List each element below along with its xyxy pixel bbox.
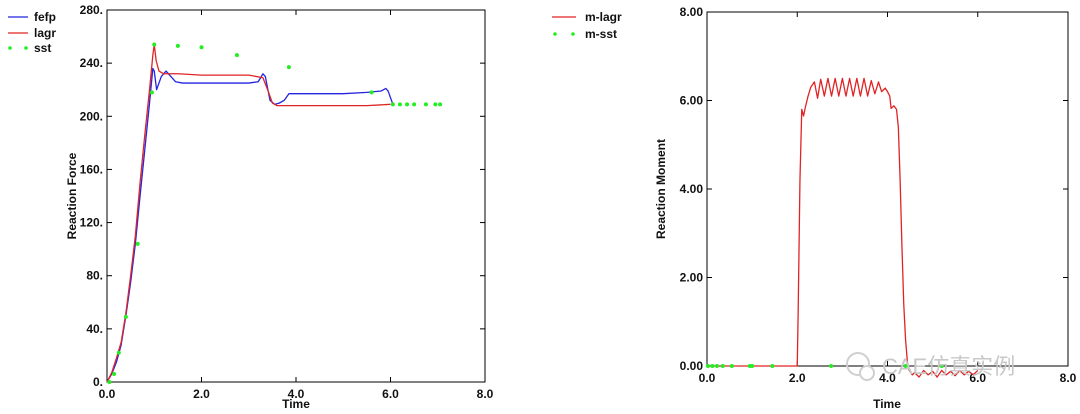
moment-x-tick-label: 4.0 [879,371,896,385]
series-point-sst [107,380,112,384]
chat-bubble-icon [846,352,875,381]
watermark: CAE仿真实例 [846,352,1015,381]
moment-series [705,77,979,378]
legend-label-fefp: fefp [34,10,56,24]
force-legend: fefp lagr sst [8,10,56,55]
moment-x-axis-label: Time [873,397,901,411]
force-x-axis-label: Time [282,397,310,411]
force-x-tick-label: 6.0 [382,387,399,401]
series-point-m-sst [750,364,755,368]
series-point-m-sst [903,364,908,368]
legend-label-sst: sst [34,41,51,55]
series-point-sst [412,102,417,107]
force-y-tick-label: 280. [80,3,103,17]
force-ticks: 0.0 2.0 4.0 6.0 8.0 0. 40. 80. 120. 160. 200. 240. 2… [80,3,494,401]
series-point-sst [433,102,438,107]
force-y-tick-label: 120. [80,216,103,230]
force-x-tick-label: 2.0 [193,387,210,401]
series-point-sst [286,65,291,70]
series-point-m-sst [829,364,834,368]
moment-x-tick-label: 0.0 [699,371,716,385]
moment-y-tick-label: 6.00 [680,94,704,108]
series-point-sst [369,90,374,95]
force-y-axis-label: Reaction Force [65,152,79,239]
series-point-m-sst [710,364,715,368]
moment-ticks: 0.0 2.0 4.0 6.0 8.00.002.004.006.008.00 [680,5,1077,385]
series-point-sst [405,102,410,107]
legend-swatch-sst-dot-2 [24,46,28,50]
series-point-sst [199,45,204,50]
series-point-sst [116,350,121,355]
series-point-sst [135,241,140,246]
series-point-m-sst [705,364,710,368]
moment-y-tick-label: 8.00 [680,5,704,19]
force-x-tick-label: 4.0 [288,387,305,401]
series-point-m-sst [720,364,725,368]
moment-y-tick-label: 4.00 [680,182,704,196]
legend-swatch-m-sst-dot-2 [571,32,575,36]
series-line-fefp [106,67,394,383]
series-point-sst [175,43,180,48]
watermark-text: CAE仿真实例 [882,354,1015,379]
series-point-sst [234,53,239,58]
force-plot-frame [106,9,486,383]
moment-y-tick-label: 2.00 [680,271,704,285]
moment-plot-frame [706,11,1069,367]
force-chart: 0.0 2.0 4.0 6.0 8.0 0. 40. 80. 120. 160. 200. 240. 2… [8,3,494,411]
moment-chart: 0.0 2.0 4.0 6.0 8.00.002.004.006.008.00 Time… [552,5,1077,411]
series-point-sst [123,314,128,319]
series-point-m-sst [714,364,719,368]
series-point-sst [390,102,395,107]
series-point-sst [423,102,428,107]
series-point-sst [397,102,402,107]
series-point-m-sst [729,364,734,368]
force-y-tick-label: 240. [80,56,103,70]
legend-swatch-m-sst-dot-1 [553,32,557,36]
force-y-tick-label: 160. [80,162,103,176]
force-x-tick-label: 8.0 [477,387,494,401]
force-y-tick-label: 80. [86,269,103,283]
force-y-tick-label: 0. [93,375,103,389]
moment-x-tick-label: 8.0 [1060,371,1077,385]
legend-label-m-sst: m-sst [585,27,617,41]
series-point-m-sst [770,364,775,368]
legend-label-m-lagr: m-lagr [585,10,622,24]
force-y-tick-label: 200. [80,109,103,123]
series-point-sst [152,42,157,47]
series-line-lagr [106,43,391,383]
legend-swatch-sst-dot-1 [8,46,12,50]
legend-label-lagr: lagr [34,26,56,40]
moment-x-tick-label: 2.0 [789,371,806,385]
force-x-tick-label: 0.0 [99,387,116,401]
moment-legend: m-lagr m-sst [552,10,622,41]
series-point-sst [438,102,443,107]
series-line-m-lagr [707,77,979,378]
moment-y-tick-label: 0.00 [680,359,704,373]
series-point-sst [112,372,117,377]
force-series [106,42,443,384]
series-point-m-sst [939,364,944,368]
moment-y-axis-label: Reaction Moment [654,139,668,239]
force-y-tick-label: 40. [86,322,103,336]
series-point-sst [149,90,154,95]
